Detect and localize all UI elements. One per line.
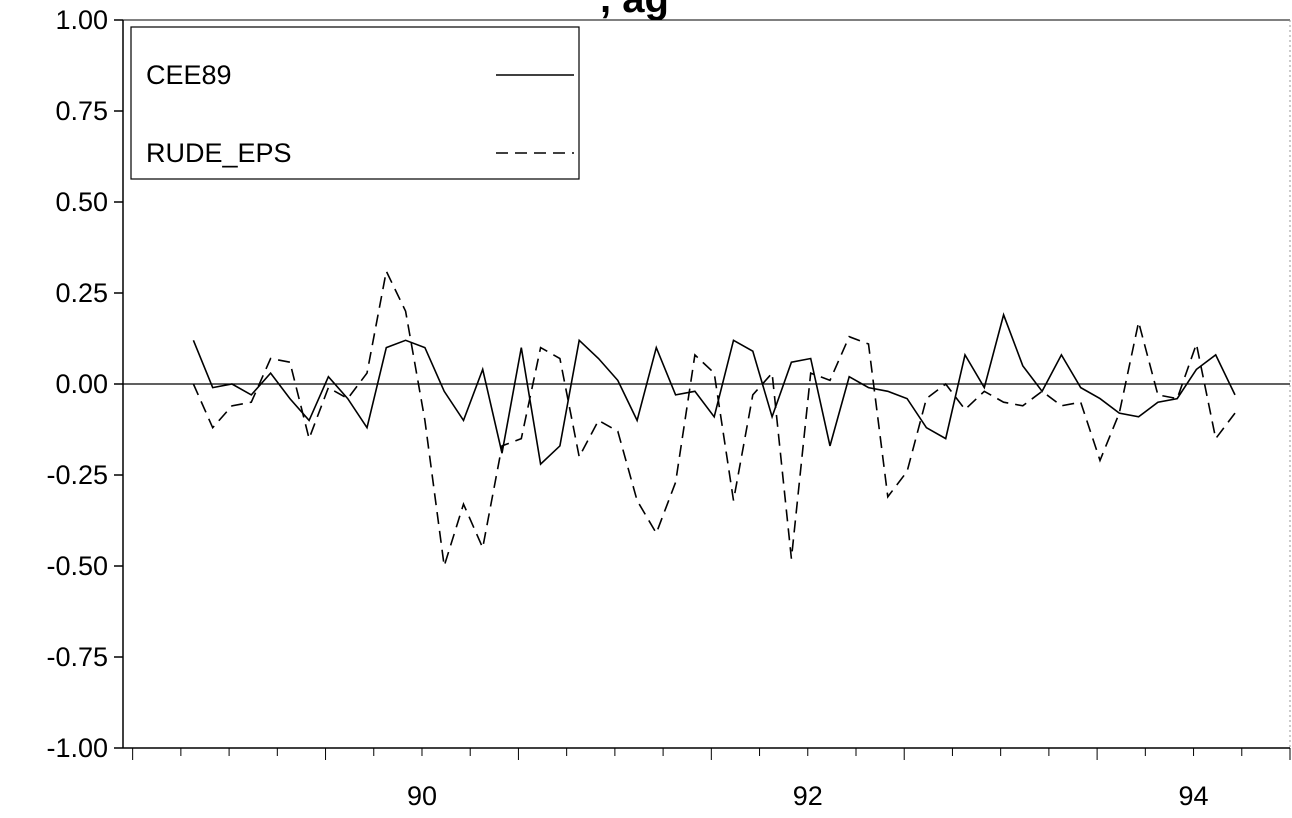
legend-label: CEE89 [146, 60, 232, 90]
chart-title-fragment: , ag [600, 0, 669, 21]
y-tick-label: 0.25 [55, 278, 108, 308]
series-line-cee89 [192, 312, 1236, 466]
y-axis: 1.00 0.75 0.50 0.25 0.00 -0.25 -0.50 -0.75 -1.00 [46, 5, 123, 763]
y-tick-label: -0.50 [46, 551, 108, 581]
series-group [192, 268, 1236, 567]
x-tick-label: 92 [793, 781, 823, 811]
x-tick-label: 90 [407, 781, 437, 811]
legend: CEE89 RUDE_EPS [130, 26, 580, 180]
y-tick-label: 0.50 [55, 187, 108, 217]
y-tick-label: 1.00 [55, 5, 108, 35]
series-line-rude-eps [192, 268, 1236, 567]
x-axis: 90 92 94 [132, 748, 1291, 811]
x-tick-label: 94 [1179, 781, 1209, 811]
y-tick-label: -1.00 [46, 733, 108, 763]
y-tick-label: 0.75 [55, 96, 108, 126]
y-tick-label: -0.25 [46, 460, 108, 490]
y-tick-label: -0.75 [46, 642, 108, 672]
y-tick-label: 0.00 [55, 369, 108, 399]
legend-label: RUDE_EPS [146, 138, 292, 168]
